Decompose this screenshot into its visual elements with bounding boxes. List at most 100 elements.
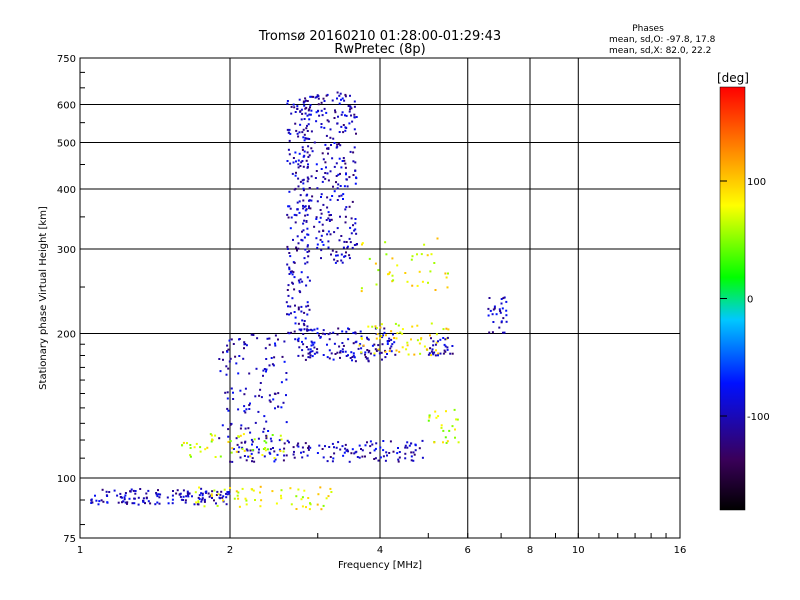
- scatter-point: [218, 496, 221, 499]
- scatter-point: [297, 337, 300, 340]
- scatter-point: [323, 126, 326, 129]
- scatter-point: [271, 490, 274, 493]
- scatter-point: [179, 492, 182, 495]
- scatter-point: [367, 351, 370, 354]
- scatter-point: [253, 460, 256, 463]
- scatter-point: [273, 392, 276, 395]
- scatter-point: [495, 313, 498, 316]
- scatter-point: [254, 395, 257, 398]
- scatter-point: [316, 200, 319, 203]
- scatter-point: [344, 129, 347, 132]
- scatter-point: [307, 497, 310, 499]
- scatter-point: [352, 331, 355, 334]
- scatter-point: [445, 442, 448, 444]
- scatter-point: [272, 447, 274, 449]
- scatter-point: [306, 137, 309, 140]
- scatter-point: [304, 112, 307, 115]
- scatter-point: [201, 498, 204, 501]
- scatter-point: [307, 329, 310, 332]
- scatter-point: [391, 343, 394, 346]
- scatter-point: [219, 455, 222, 458]
- scatter-point: [333, 452, 336, 455]
- phase-info-x: mean, sd,X: 82.0, 22.2: [609, 46, 711, 56]
- scatter-point: [286, 213, 289, 216]
- scatter-point: [290, 271, 292, 274]
- scatter-point: [334, 111, 337, 114]
- scatter-point: [268, 399, 271, 402]
- scatter-point: [362, 344, 365, 347]
- scatter-point: [308, 308, 311, 311]
- scatter-point: [341, 445, 344, 448]
- scatter-point: [338, 239, 341, 242]
- scatter-point: [344, 350, 347, 353]
- scatter-point: [390, 338, 393, 341]
- scatter-point: [226, 491, 229, 494]
- scatter-point: [126, 502, 128, 505]
- scatter-point: [327, 120, 330, 123]
- scatter-point: [294, 151, 297, 154]
- scatter-point: [294, 338, 297, 341]
- scatter-point: [340, 259, 343, 262]
- scatter-point: [322, 176, 325, 179]
- scatter-point: [274, 407, 276, 410]
- scatter-point: [361, 242, 364, 245]
- scatter-point: [243, 455, 246, 457]
- scatter-point: [320, 257, 322, 260]
- scatter-point: [226, 493, 229, 496]
- scatter-point: [213, 489, 216, 492]
- scatter-point: [342, 131, 345, 134]
- scatter-point: [410, 459, 413, 462]
- scatter-point: [245, 499, 248, 502]
- scatter-point: [239, 427, 242, 430]
- scatter-point: [304, 97, 307, 100]
- scatter-point: [350, 351, 353, 354]
- scatter-point: [321, 223, 324, 226]
- scatter-point: [303, 236, 306, 239]
- y-tick-label: 750: [57, 54, 76, 65]
- scatter-point: [444, 345, 447, 348]
- scatter-point: [235, 450, 238, 453]
- scatter-point: [297, 247, 300, 250]
- scatter-point: [254, 499, 256, 501]
- scatter-point: [90, 502, 93, 504]
- scatter-point: [203, 505, 206, 508]
- scatter-point: [215, 494, 218, 496]
- scatter-point: [286, 100, 289, 102]
- scatter-point: [283, 442, 286, 445]
- scatter-point: [302, 322, 305, 325]
- scatter-point: [446, 286, 449, 289]
- scatter-point: [287, 131, 290, 134]
- scatter-point: [113, 489, 116, 492]
- scatter-point: [307, 304, 310, 307]
- scatter-point: [346, 448, 349, 451]
- scatter-point: [345, 114, 348, 117]
- scatter-point: [303, 328, 306, 331]
- scatter-point: [330, 253, 332, 256]
- scatter-point: [232, 398, 235, 400]
- scatter-point: [200, 492, 203, 495]
- scatter-point: [385, 253, 388, 256]
- scatter-point: [297, 135, 300, 138]
- scatter-point: [505, 300, 508, 303]
- scatter-point: [266, 448, 269, 451]
- scatter-point: [354, 182, 357, 185]
- scatter-point: [289, 227, 292, 230]
- scatter-point: [273, 460, 276, 463]
- scatter-point: [142, 497, 145, 500]
- scatter-point: [345, 355, 348, 357]
- scatter-point: [98, 500, 101, 503]
- scatter-point: [336, 187, 339, 190]
- scatter-point: [94, 494, 96, 497]
- scatter-point: [246, 449, 249, 452]
- scatter-point: [301, 230, 303, 233]
- scatter-point: [371, 344, 374, 347]
- scatter-point: [455, 418, 458, 421]
- scatter-points: [90, 91, 508, 511]
- scatter-point: [384, 350, 387, 353]
- scatter-point: [290, 112, 293, 115]
- scatter-point: [258, 448, 260, 451]
- scatter-point: [297, 177, 300, 180]
- scatter-point: [421, 439, 424, 442]
- scatter-point: [306, 176, 309, 179]
- scatter-point: [326, 233, 329, 236]
